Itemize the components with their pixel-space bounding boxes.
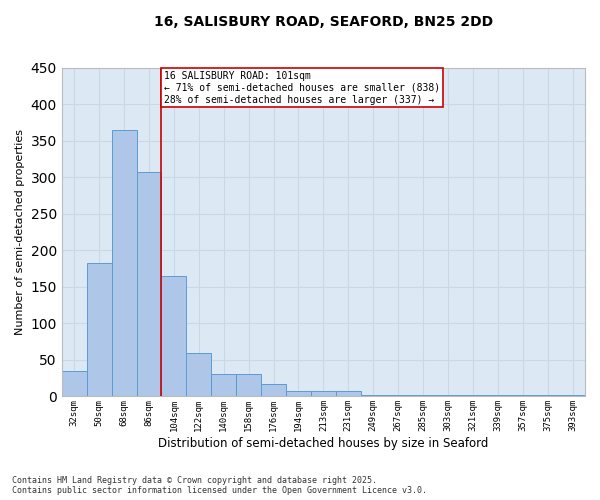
Bar	[62, 371, 87, 396]
Bar	[236, 374, 261, 396]
Text: 16 SALISBURY ROAD: 101sqm
← 71% of semi-detached houses are smaller (838)
28% of: 16 SALISBURY ROAD: 101sqm ← 71% of semi-…	[164, 72, 440, 104]
Bar	[112, 130, 137, 396]
Bar	[510, 395, 535, 396]
Bar	[161, 276, 187, 396]
Text: Contains HM Land Registry data © Crown copyright and database right 2025.
Contai: Contains HM Land Registry data © Crown c…	[12, 476, 427, 495]
Bar	[535, 395, 560, 396]
Bar	[386, 395, 410, 396]
Bar	[187, 352, 211, 397]
Bar	[261, 384, 286, 396]
Bar	[211, 374, 236, 396]
Title: 16, SALISBURY ROAD, SEAFORD, BN25 2DD: 16, SALISBURY ROAD, SEAFORD, BN25 2DD	[154, 15, 493, 29]
Bar	[485, 395, 510, 396]
Bar	[336, 390, 361, 396]
Bar	[560, 395, 585, 396]
Bar	[436, 395, 460, 396]
Bar	[286, 390, 311, 396]
Bar	[87, 264, 112, 396]
Bar	[410, 395, 436, 396]
X-axis label: Distribution of semi-detached houses by size in Seaford: Distribution of semi-detached houses by …	[158, 437, 488, 450]
Y-axis label: Number of semi-detached properties: Number of semi-detached properties	[15, 129, 25, 335]
Bar	[361, 395, 386, 396]
Bar	[137, 172, 161, 396]
Bar	[311, 390, 336, 396]
Bar	[460, 395, 485, 396]
